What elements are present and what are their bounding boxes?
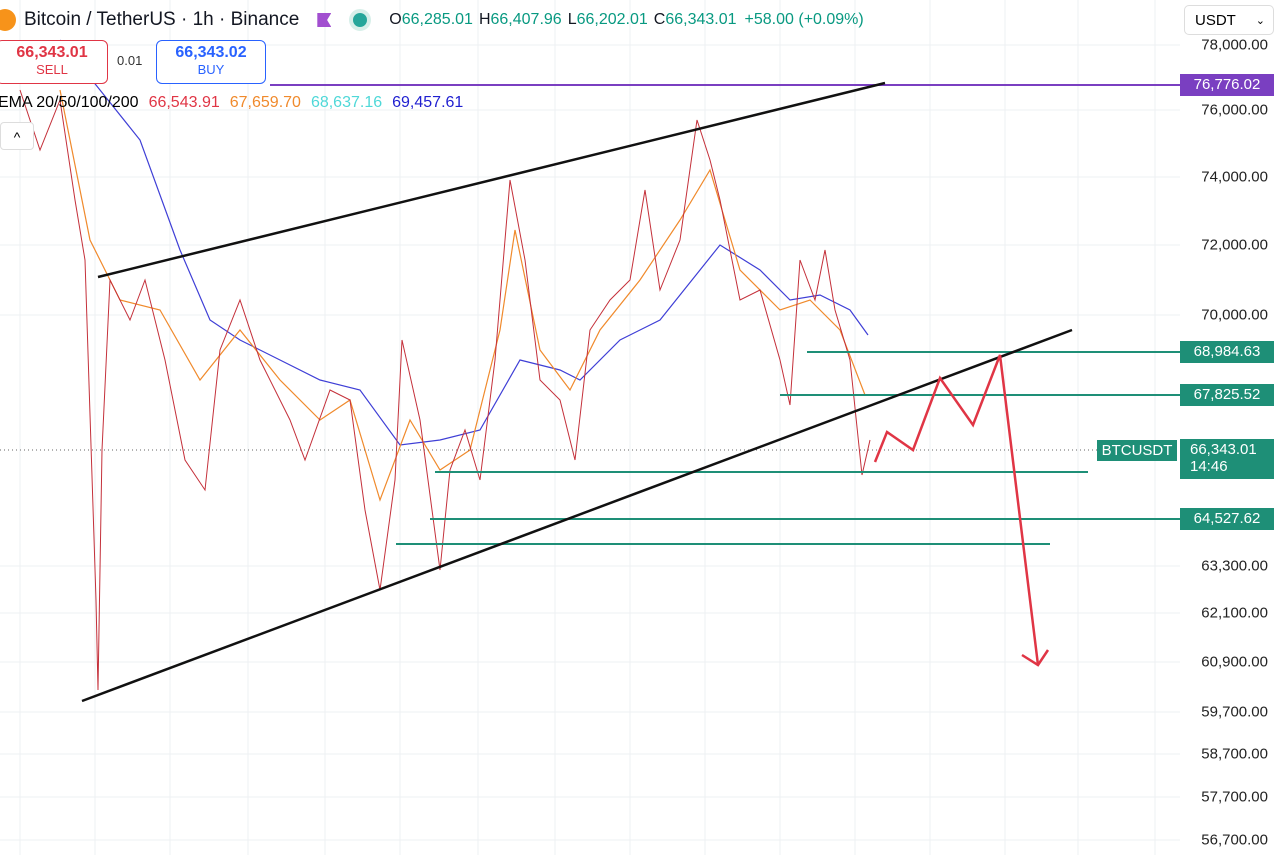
axis-label: 76,000.00 <box>1201 101 1268 119</box>
ohlc-value: 66,343.01 <box>665 11 737 28</box>
axis-label: 72,000.00 <box>1201 236 1268 254</box>
ohlc-value: 66,202.01 <box>576 11 648 28</box>
buy-label: BUY <box>197 62 225 77</box>
trendline <box>81 328 1073 703</box>
sell-price: 66,343.01 <box>16 44 88 61</box>
buy-price: 66,343.02 <box>175 44 247 61</box>
ohlc-key: C <box>653 11 666 28</box>
axis-label: 59,700.00 <box>1201 703 1268 721</box>
indicator-value: 66,543.91 <box>148 94 220 111</box>
ohlc-item: C66,343.01 <box>654 11 737 29</box>
countdown: 14:46 <box>1190 458 1228 475</box>
current-price-tag: 66,343.01 14:46 <box>1180 439 1274 479</box>
price-tag: 64,527.62 <box>1180 508 1274 530</box>
axis-label: 58,700.00 <box>1201 745 1268 763</box>
indicator-legend: EMA 20/50/100/200 66,543.91 67,659.70 68,6… <box>0 94 463 112</box>
collapse-button[interactable]: ^ <box>0 122 34 150</box>
price-tag: 67,825.52 <box>1180 384 1274 406</box>
coin-icon <box>0 9 16 31</box>
buy-button[interactable]: 66,343.02 BUY <box>156 40 266 84</box>
ohlc-key: O <box>389 11 402 28</box>
indicator-name: EMA 20/50/100/200 <box>0 94 139 111</box>
ohlc-key: L <box>567 11 577 28</box>
indicator-value: 67,659.70 <box>229 94 301 111</box>
sell-label: SELL <box>36 62 68 77</box>
price-tag: 68,984.63 <box>1180 341 1274 363</box>
flag[interactable] <box>317 13 332 27</box>
symbol: Bitcoin / TetherUS · 1h · Binance <box>24 9 300 30</box>
currency-select[interactable]: USDT ⌄ <box>1184 5 1274 35</box>
axis-label: 74,000.00 <box>1201 168 1268 186</box>
axis-label: 56,700.00 <box>1201 831 1268 849</box>
change: +58.00 (+0.09%) <box>744 11 864 28</box>
grid <box>19 0 1156 855</box>
current-price: 66,343.01 <box>1190 441 1257 458</box>
symbol-tag: BTCUSDT <box>1097 440 1177 461</box>
quantity: 0.01 <box>117 53 143 68</box>
ohlc-value: 66,285.01 <box>401 11 473 28</box>
ohlc-value: 66,407.96 <box>490 11 562 28</box>
ohlc-item: L66,202.01 <box>568 11 648 29</box>
axis-label: 62,100.00 <box>1201 604 1268 622</box>
axis-label: 63,300.00 <box>1201 557 1268 575</box>
axis-label: 78,000.00 <box>1201 36 1268 54</box>
price-tag: 76,776.02 <box>1180 74 1274 96</box>
trendline <box>97 81 886 279</box>
header: Bitcoin / TetherUS · 1h · Binance O66,28… <box>0 0 1180 40</box>
ohlc-item: O66,285.01 <box>389 11 473 29</box>
ohlc-key: H <box>478 11 491 28</box>
status-dot <box>349 9 372 31</box>
arrow-head <box>1021 649 1050 667</box>
ohlc-item: H66,407.96 <box>479 11 562 29</box>
projection-arrow <box>873 354 1040 666</box>
ohlc: O66,285.01 H66,407.96 L66,202.01 C66,343.01 <box>389 11 736 29</box>
indicator-value: 69,457.61 <box>392 94 464 111</box>
sell-button[interactable]: 66,343.01 SELL <box>0 40 108 84</box>
axis-label: 60,900.00 <box>1201 653 1268 671</box>
axis-label: 57,700.00 <box>1201 788 1268 806</box>
currency: USDT <box>1195 12 1236 29</box>
ema-line <box>59 39 869 446</box>
ema-line <box>59 89 866 502</box>
price-sketch <box>19 89 871 691</box>
h-grid <box>0 44 1180 841</box>
levels <box>396 351 1180 545</box>
indicator-value: 68,637.16 <box>310 94 383 111</box>
axis-label: 70,000.00 <box>1201 306 1268 324</box>
